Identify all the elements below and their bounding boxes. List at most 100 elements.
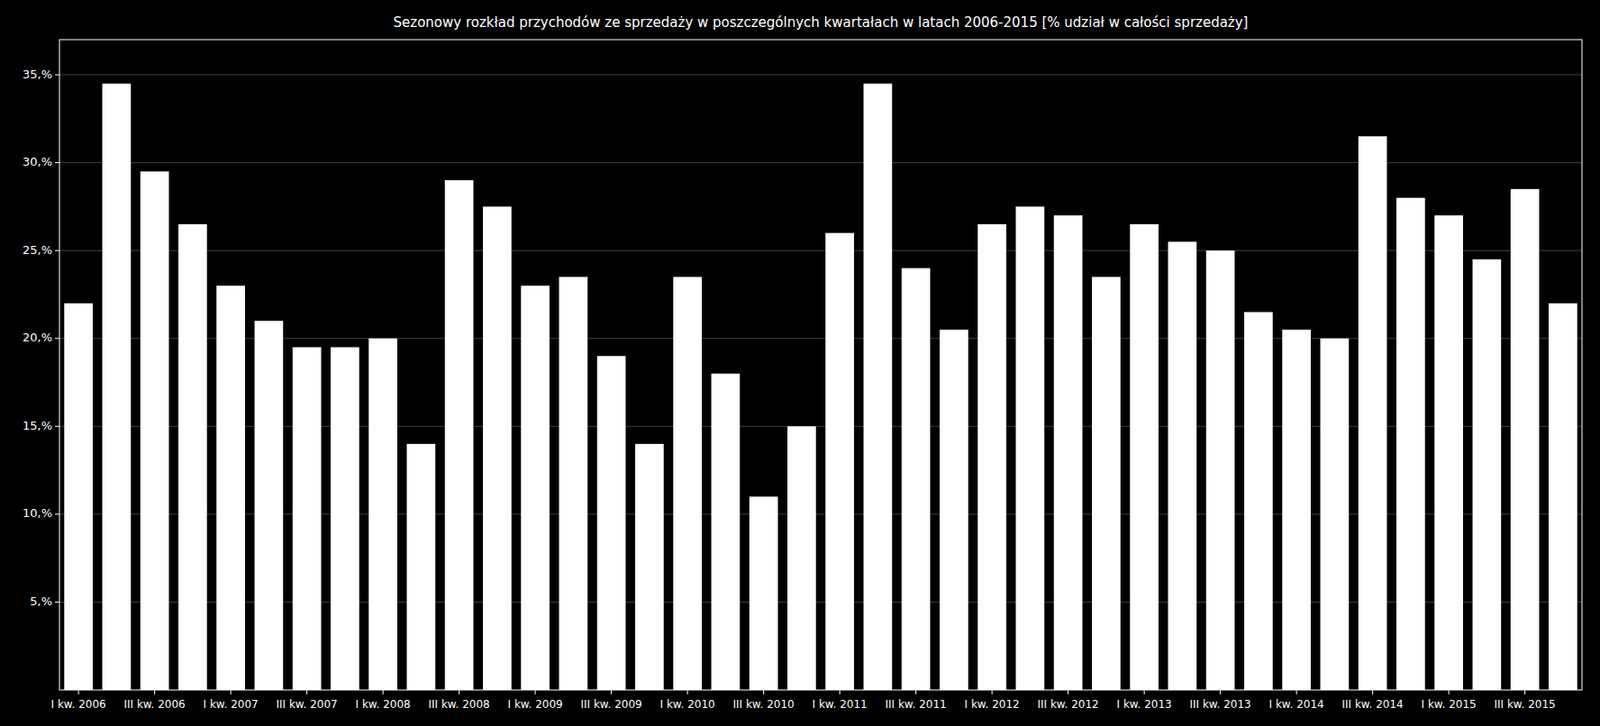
bar [292,346,322,691]
bar [977,224,1007,691]
x-tick [230,690,232,695]
bar [1358,136,1388,691]
bar [825,233,855,691]
bar [1054,215,1083,691]
x-tick [78,690,80,695]
x-tick-label: I kw. 2007 [203,698,259,711]
bar [482,206,512,691]
y-tick-label: 10,% [22,506,53,520]
bar [216,285,246,691]
x-tick [1296,690,1298,695]
bar [330,346,360,691]
bar [863,83,893,691]
bar [1320,338,1350,691]
x-tick-label: III kw. 2013 [1189,698,1251,711]
bar [368,338,398,691]
bar [1548,303,1578,691]
y-tick-label: 30,% [22,154,53,169]
bar [559,276,589,691]
x-tick-label: III kw. 2009 [580,698,642,711]
x-tick [1144,690,1146,695]
grid-line [59,250,1582,252]
bar [1206,250,1236,691]
x-tick [1524,690,1526,695]
bar [254,320,284,691]
y-tick-label: 35,% [22,67,53,82]
x-tick [915,690,917,695]
y-tick [54,426,60,428]
x-tick [991,690,993,695]
bar [178,224,208,691]
bar [749,496,779,691]
title: Sezonowy rozkład przychodów ze sprzedaży… [393,14,1249,31]
y-tick [54,162,60,164]
y-tick-label: 5,% [29,594,53,609]
y-tick [54,250,60,252]
x-tick [1067,690,1069,695]
x-tick-label: III kw. 2011 [884,698,946,711]
y-tick [54,513,60,515]
bar [597,355,627,691]
y-tick [54,337,60,339]
bar [1510,189,1540,691]
bar [1396,198,1426,691]
y-tick [54,74,60,76]
grid-line [59,162,1582,164]
x-tick [458,690,460,695]
bar [1016,206,1046,691]
x-tick-label: I kw. 2014 [1269,698,1325,711]
x-tick-label: III kw. 2012 [1036,698,1099,711]
x-tick [610,690,612,695]
x-tick [687,690,689,695]
background [0,0,1600,726]
x-tick-label: I kw. 2009 [508,698,564,711]
x-tick [763,690,764,695]
x-tick [382,690,384,695]
bar [787,426,817,691]
bar [711,373,741,691]
bar [407,444,437,691]
y-tick-label: 20,% [22,330,53,345]
grid-line [59,337,1582,339]
bars [63,83,1577,691]
bar [520,285,550,691]
y-tick-label: 25,% [22,243,53,257]
plot-frame [59,39,1582,691]
x-tick-label: I kw. 2010 [660,698,716,711]
x-tick [839,690,841,695]
x-tick-label: I kw. 2006 [51,698,107,711]
x-tick-label: III kw. 2015 [1493,698,1555,711]
x-tick-label: III kw. 2006 [123,698,185,711]
x-tick [154,690,155,695]
x-tick [1219,690,1221,695]
bar [102,83,132,691]
grid-line [59,426,1582,428]
x-tick-label: III kw. 2014 [1341,698,1403,711]
x-tick-label: III kw. 2008 [427,698,490,711]
axes: 5,% 10,% 15,% 20,% 25,% 30,% 35,% I kw. 2006 III… [22,39,1582,711]
x-tick-label: I kw. 2012 [964,698,1020,711]
x-tick [535,690,537,695]
x-tick-label: I kw. 2015 [1421,698,1477,711]
x-tick-label: I kw. 2011 [812,698,868,711]
y-tick-label: 15,% [22,418,53,433]
bar [1281,329,1311,691]
x-tick-label: I kw. 2008 [355,698,411,711]
bar [1168,241,1198,691]
chart: 5,% 10,% 15,% 20,% 25,% 30,% 35,% I kw. 2006 III… [0,0,1600,726]
bar [901,268,931,691]
grid-line [59,513,1582,515]
x-tick-label: I kw. 2013 [1117,698,1173,711]
bar [1091,276,1121,691]
bar [140,171,170,691]
x-tick [306,690,308,695]
bar [939,329,969,691]
x-tick-label: III kw. 2010 [732,698,794,711]
bar [1434,215,1464,691]
x-tick [1372,690,1373,695]
grid [59,74,1582,602]
bar [1244,311,1273,691]
x-tick-label: III kw. 2007 [275,698,337,711]
bar [63,303,93,691]
bar [1129,224,1159,691]
